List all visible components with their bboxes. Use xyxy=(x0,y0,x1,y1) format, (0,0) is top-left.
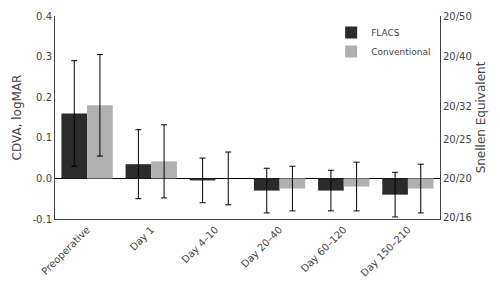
svg-text:20/50: 20/50 xyxy=(443,11,472,22)
svg-text:CDVA, logMAR: CDVA, logMAR xyxy=(10,75,24,161)
svg-text:Preoperative: Preoperative xyxy=(39,224,92,277)
svg-text:0.0: 0.0 xyxy=(36,173,52,184)
svg-text:20/25: 20/25 xyxy=(443,134,472,145)
svg-text:Conventional: Conventional xyxy=(371,47,430,57)
svg-text:20/20: 20/20 xyxy=(443,173,472,184)
svg-text:Day 20–40: Day 20–40 xyxy=(239,224,285,270)
svg-text:20/32: 20/32 xyxy=(443,101,472,112)
svg-text:Day 60–120: Day 60–120 xyxy=(299,224,349,274)
svg-text:0.2: 0.2 xyxy=(36,92,52,103)
svg-text:Day 4–10: Day 4–10 xyxy=(179,224,220,265)
svg-text:FLACS: FLACS xyxy=(371,28,400,38)
svg-text:0.1: 0.1 xyxy=(36,132,52,143)
svg-text:0.3: 0.3 xyxy=(36,51,52,62)
svg-text:-0.1: -0.1 xyxy=(32,214,52,225)
svg-text:Snellen Equivalent: Snellen Equivalent xyxy=(474,61,488,173)
svg-text:20/16: 20/16 xyxy=(443,212,472,223)
svg-text:20/40: 20/40 xyxy=(443,51,472,62)
svg-text:Day 150–210: Day 150–210 xyxy=(358,224,413,279)
svg-text:Day 1: Day 1 xyxy=(128,224,156,252)
svg-text:0.4: 0.4 xyxy=(36,11,52,22)
